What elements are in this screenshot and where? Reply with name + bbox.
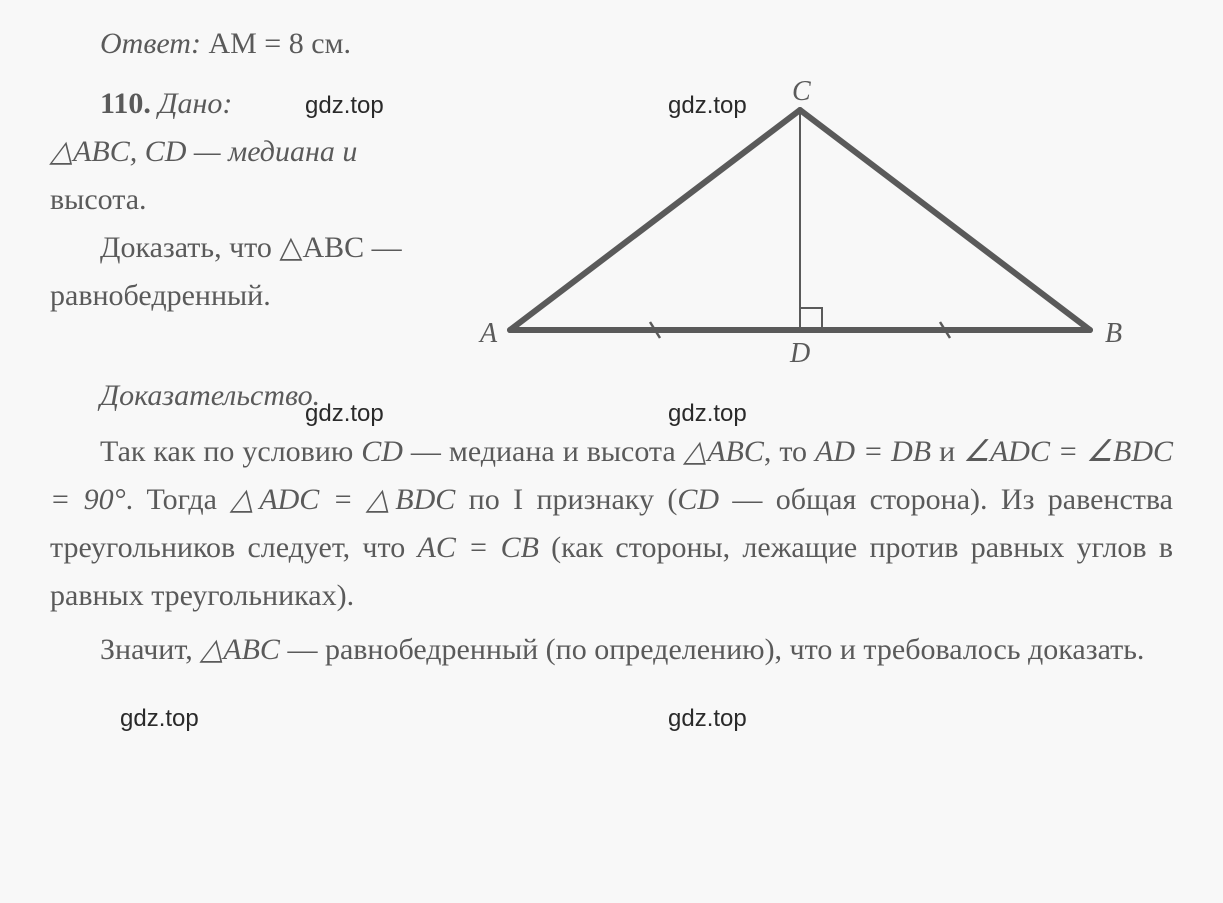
given-text: 110. Дано: △ABC, CD — медиана и высота. … xyxy=(50,80,450,360)
watermark: gdz.top xyxy=(668,395,747,433)
label-D: D xyxy=(789,338,810,369)
given-line-1: △ABC, CD — медиана и xyxy=(50,128,450,176)
answer-value: AM = 8 см. xyxy=(208,27,351,60)
proof-paragraph-1: Так как по условию CD — медиана и высота… xyxy=(50,428,1173,620)
label-B: B xyxy=(1105,318,1122,349)
edge-CA xyxy=(510,110,800,330)
proof-paragraph-2: Значит, △ABC — равнобедренный (по опреде… xyxy=(50,626,1173,674)
watermark: gdz.top xyxy=(668,87,747,125)
given-line-2: высота. xyxy=(50,176,450,224)
problem-number: 110. xyxy=(100,87,151,120)
watermark: gdz.top xyxy=(668,700,747,738)
prove-line-2: равнобедренный. xyxy=(50,272,450,320)
right-angle-marker xyxy=(800,308,822,330)
watermark: gdz.top xyxy=(305,87,384,125)
given-label: Дано: xyxy=(158,87,232,120)
label-A: A xyxy=(478,318,498,349)
answer-line: Ответ: AM = 8 см. xyxy=(50,20,1173,68)
prove-line-1: Доказать, что △ABC — xyxy=(50,224,450,272)
watermark: gdz.top xyxy=(305,395,384,433)
problem-section: 110. Дано: △ABC, CD — медиана и высота. … xyxy=(50,80,1173,360)
answer-label: Ответ: xyxy=(100,27,201,60)
label-C: C xyxy=(792,80,811,107)
watermark: gdz.top xyxy=(120,700,199,738)
edge-BC xyxy=(800,110,1090,330)
triangle-diagram: A B C D xyxy=(470,80,1173,360)
proof-label: Доказательство. xyxy=(50,372,1173,420)
diagram-svg: A B C D xyxy=(470,80,1150,370)
